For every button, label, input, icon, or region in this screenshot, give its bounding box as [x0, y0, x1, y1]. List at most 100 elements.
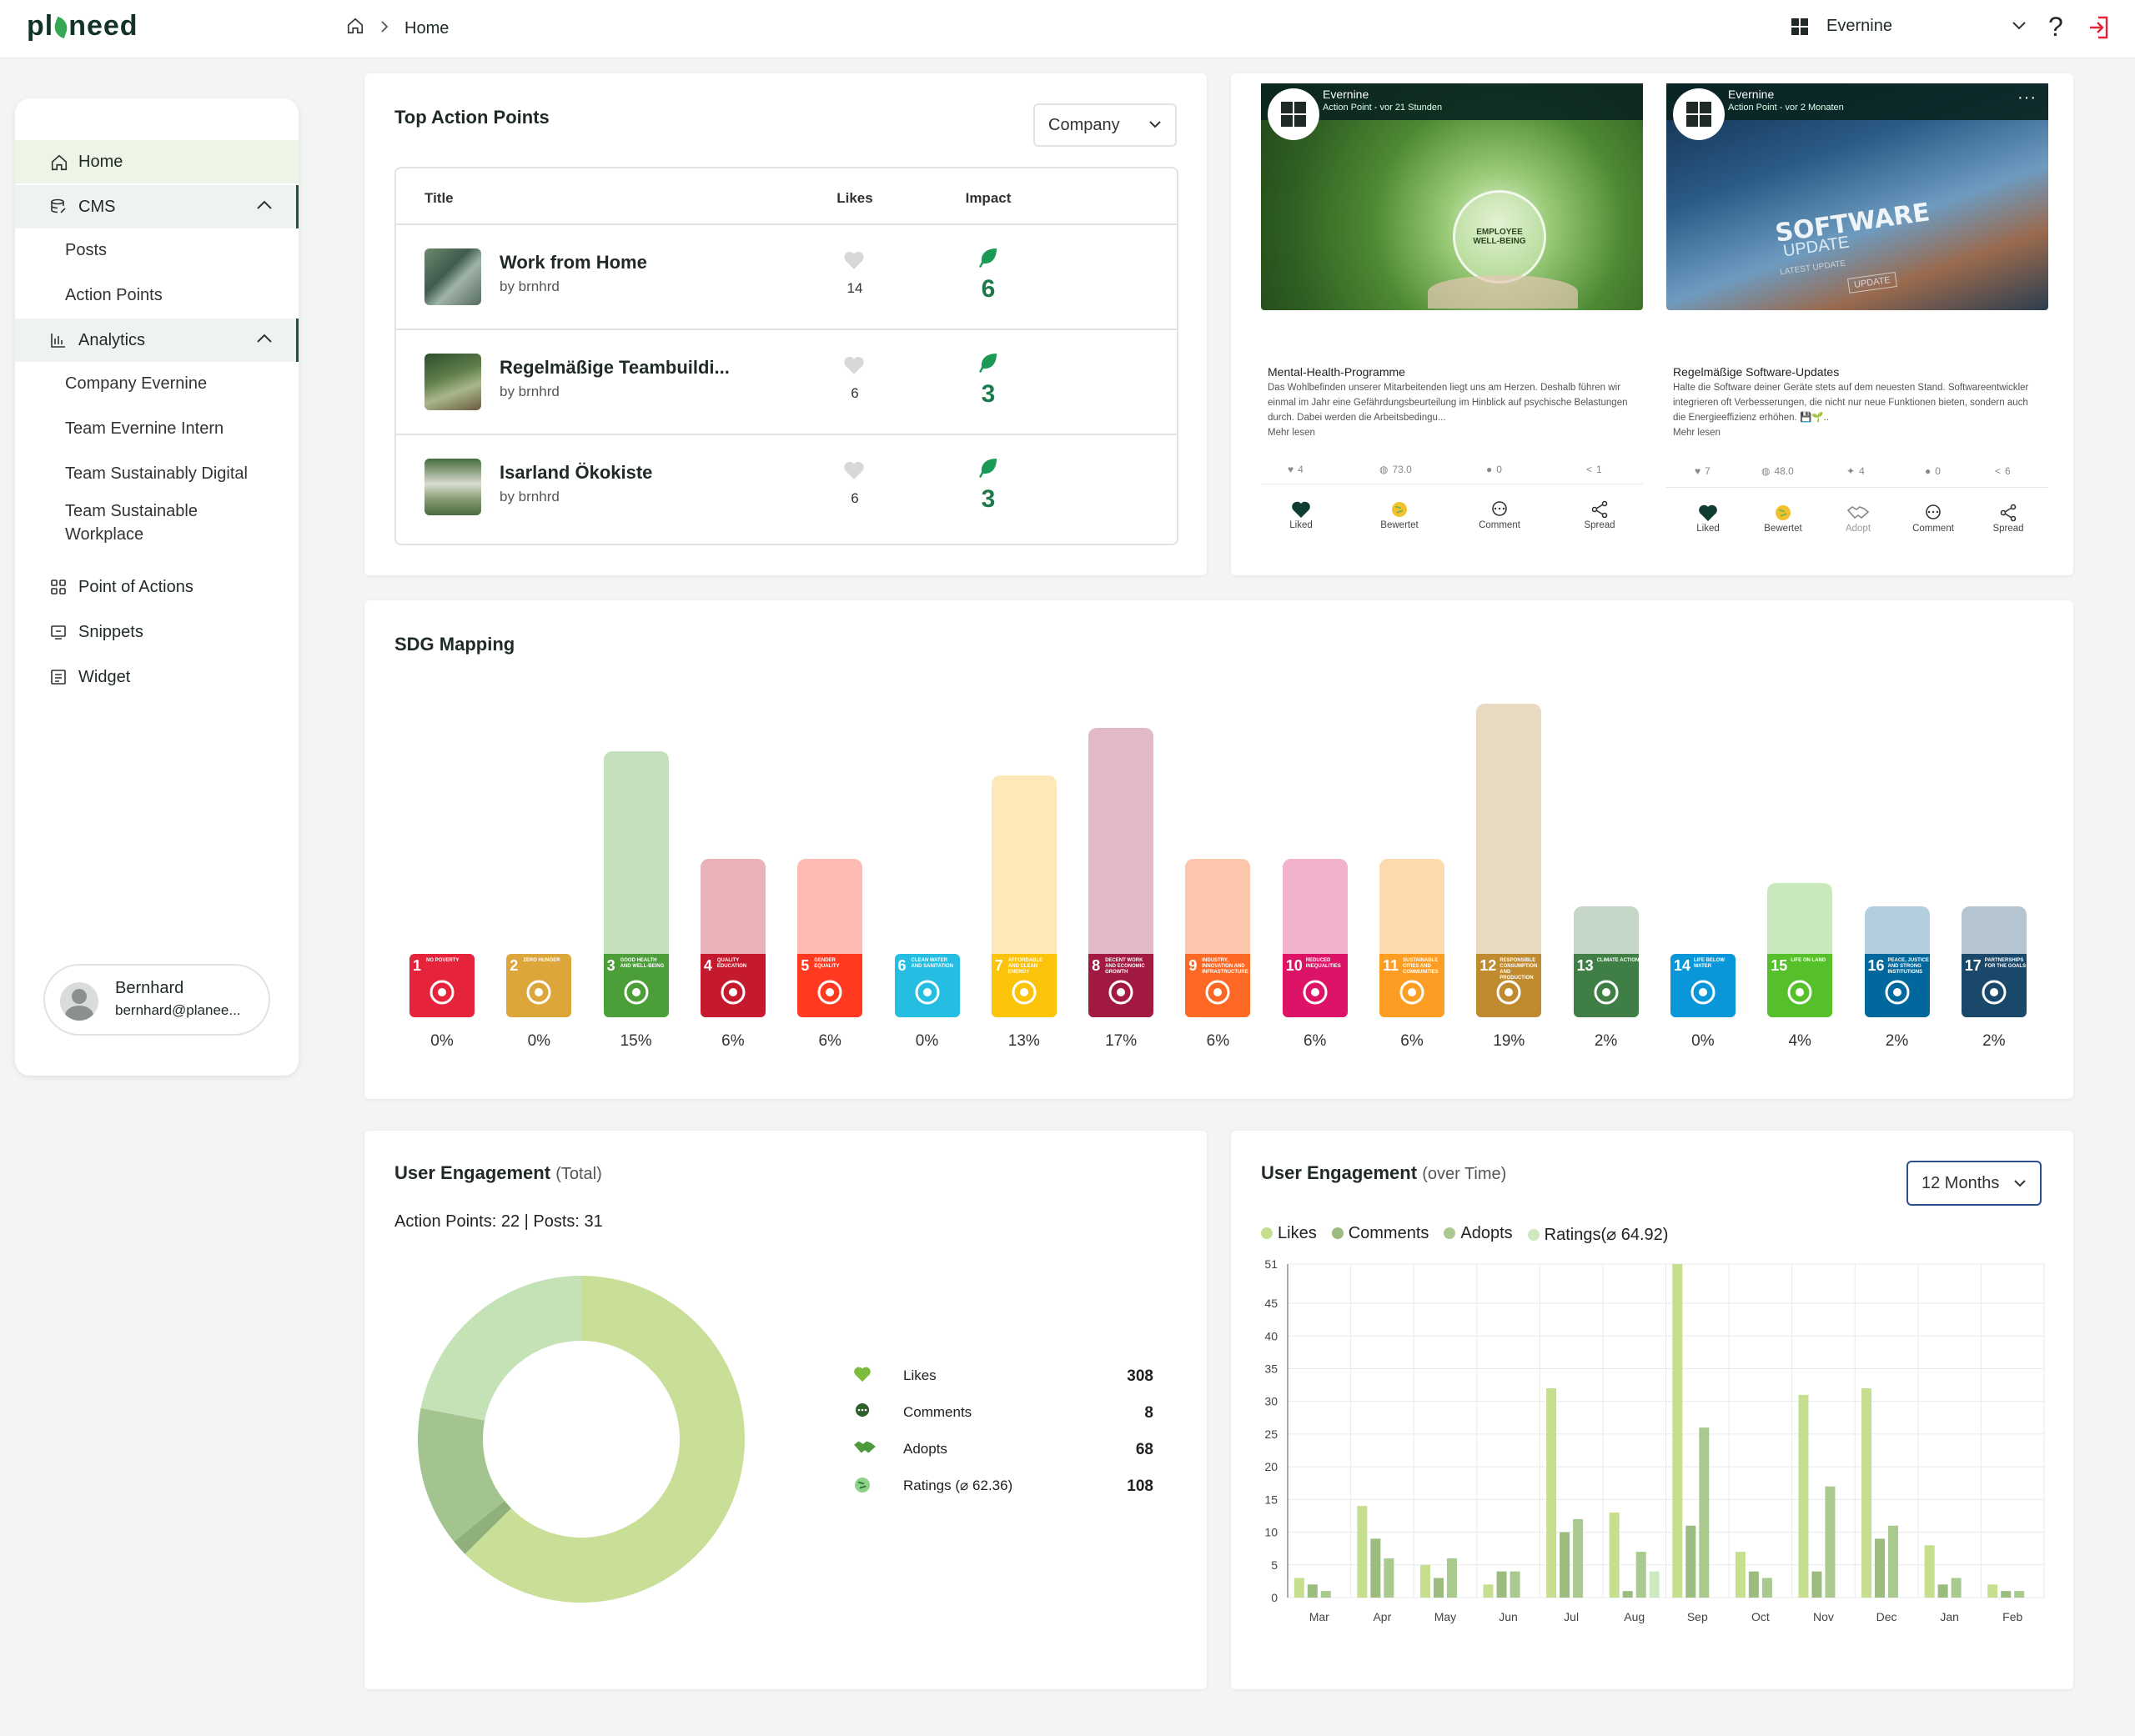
sdg-goal-8-tile[interactable]: 8 DECENT WORK AND ECONOMIC GROWTH — [1088, 954, 1154, 1017]
bar-adopts-dec[interactable] — [1888, 1525, 1899, 1598]
sdg-goal-1-tile[interactable]: 1 NO POVERTY — [409, 954, 475, 1017]
sidebar-item-widget[interactable]: Widget — [15, 655, 299, 699]
table-row[interactable]: Regelmäßige Teambuildi... by brnhrd 6 3 — [396, 329, 1177, 434]
bar-adopts-mar[interactable] — [1320, 1591, 1331, 1598]
sdg-goal-2-tile[interactable]: 2 ZERO HUNGER — [506, 954, 572, 1017]
sidebar-item-team-evernine-intern[interactable]: Team Evernine Intern — [15, 407, 299, 450]
home-icon[interactable] — [346, 17, 364, 40]
rate-button[interactable]: Bewertet — [1366, 499, 1433, 530]
org-switcher[interactable]: Evernine — [1791, 17, 2027, 36]
bar-comments-aug[interactable] — [1622, 1591, 1633, 1598]
bar-likes-apr[interactable] — [1357, 1506, 1368, 1598]
bar-likes-aug[interactable] — [1609, 1513, 1620, 1598]
chevron-up-icon[interactable] — [256, 330, 273, 349]
adopt-button[interactable]: Adopt — [1825, 502, 1891, 534]
bar-ratings-aug[interactable] — [1649, 1571, 1660, 1598]
bar-adopts-jan[interactable] — [1951, 1578, 1962, 1598]
row-title[interactable]: Isarland Ökokiste — [500, 462, 653, 483]
sidebar-item-home[interactable]: Home — [15, 140, 299, 183]
bar-adopts-may[interactable] — [1446, 1558, 1457, 1598]
sdg-goal-7-tile[interactable]: 7 AFFORDABLE AND CLEAN ENERGY — [991, 954, 1057, 1017]
donut-slice-ratings[interactable] — [420, 1276, 581, 1421]
bar-comments-jan[interactable] — [1937, 1584, 1948, 1598]
time-range-select[interactable]: 12 Months — [1906, 1161, 2042, 1206]
legend-item-adopts[interactable]: Adopts — [1444, 1224, 1513, 1245]
read-more-link[interactable]: Mehr lesen — [1268, 428, 1315, 438]
bar-adopts-jul[interactable] — [1573, 1518, 1584, 1598]
bar-adopts-sep[interactable] — [1699, 1427, 1710, 1598]
logout-icon[interactable] — [2088, 15, 2110, 44]
bar-likes-feb[interactable] — [1987, 1584, 1998, 1598]
like-button[interactable]: Liked — [1268, 499, 1334, 530]
sidebar-item-analytics[interactable]: Analytics — [15, 319, 299, 362]
sidebar-item-point-of-actions[interactable]: Point of Actions — [15, 565, 299, 609]
bar-comments-mar[interactable] — [1307, 1584, 1318, 1598]
app-logo[interactable]: pl need — [27, 10, 138, 42]
post-image[interactable]: SOFTWARE UPDATE LATEST UPDATE UPDATE — [1666, 83, 2048, 310]
donut-slice-comments[interactable] — [454, 1500, 512, 1554]
sidebar-item-company-evernine[interactable]: Company Evernine — [15, 362, 299, 405]
bar-comments-nov[interactable] — [1811, 1571, 1822, 1598]
sidebar-item-cms[interactable]: CMS — [15, 185, 299, 228]
read-more-link[interactable]: Mehr lesen — [1673, 428, 1721, 438]
bar-comments-may[interactable] — [1433, 1578, 1444, 1598]
sdg-goal-17-tile[interactable]: 17 PARTNERSHIPS FOR THE GOALS — [1961, 954, 2027, 1017]
spread-button[interactable]: Spread — [1566, 499, 1633, 530]
bar-likes-jul[interactable] — [1546, 1388, 1557, 1598]
bar-adopts-oct[interactable] — [1761, 1578, 1772, 1598]
row-title[interactable]: Regelmäßige Teambuildi... — [500, 357, 730, 378]
bar-comments-jul[interactable] — [1560, 1532, 1570, 1598]
legend-item-likes[interactable]: Likes — [1261, 1224, 1317, 1245]
bar-likes-jan[interactable] — [1924, 1545, 1935, 1598]
bar-comments-dec[interactable] — [1875, 1538, 1886, 1598]
table-row[interactable]: Isarland Ökokiste by brnhrd 6 3 — [396, 434, 1177, 539]
bar-adopts-feb[interactable] — [2014, 1591, 2025, 1598]
sdg-goal-3-tile[interactable]: 3 GOOD HEALTH AND WELL-BEING — [603, 954, 669, 1017]
sidebar-item-action-points[interactable]: Action Points — [15, 273, 299, 317]
rate-button[interactable]: Bewertet — [1750, 502, 1816, 534]
sidebar-item-snippets[interactable]: Snippets — [15, 610, 299, 654]
table-row[interactable]: Work from Home by brnhrd 14 6 — [396, 223, 1177, 329]
row-title[interactable]: Work from Home — [500, 252, 647, 273]
post-card[interactable]: EMPLOYEE WELL-BEING Evernine Action Point… — [1261, 83, 1643, 564]
sidebar-item-team-sustainable-workplace[interactable]: Team Sustainable Workplace — [15, 497, 299, 549]
bar-likes-jun[interactable] — [1483, 1584, 1494, 1598]
chevron-up-icon[interactable] — [256, 197, 273, 216]
sdg-goal-13-tile[interactable]: 13 CLIMATE ACTION — [1573, 954, 1639, 1017]
bar-comments-apr[interactable] — [1370, 1538, 1381, 1598]
user-profile-card[interactable]: Bernhard bernhard@planee... — [43, 964, 270, 1036]
bar-comments-oct[interactable] — [1748, 1571, 1759, 1598]
bar-comments-sep[interactable] — [1685, 1525, 1696, 1598]
sdg-goal-5-tile[interactable]: 5 GENDER EQUALITY — [797, 954, 863, 1017]
bar-likes-may[interactable] — [1419, 1564, 1430, 1598]
sdg-goal-12-tile[interactable]: 12 RESPONSIBLE CONSUMPTION AND PRODUCTION — [1476, 954, 1542, 1017]
bar-adopts-jun[interactable] — [1510, 1571, 1520, 1598]
legend-item-ratings[interactable]: Ratings(⌀ 64.92) — [1527, 1224, 1668, 1245]
bar-likes-sep[interactable] — [1672, 1264, 1683, 1598]
sdg-goal-4-tile[interactable]: 4 QUALITY EDUCATION — [700, 954, 766, 1017]
sdg-goal-16-tile[interactable]: 16 PEACE, JUSTICE AND STRONG INSTITUTIONS — [1864, 954, 1930, 1017]
company-filter-select[interactable]: Company — [1033, 103, 1177, 147]
donut-slice-likes[interactable] — [465, 1276, 745, 1603]
bar-likes-oct[interactable] — [1735, 1552, 1746, 1598]
help-icon[interactable]: ? — [2048, 12, 2063, 42]
post-card[interactable]: SOFTWARE UPDATE LATEST UPDATE UPDATE Eve… — [1666, 83, 2048, 564]
bar-comments-jun[interactable] — [1496, 1571, 1507, 1598]
donut-slice-adopts[interactable] — [418, 1407, 505, 1542]
sdg-goal-9-tile[interactable]: 9 INDUSTRY, INNOVATION AND INFRASTRUCTURE — [1185, 954, 1251, 1017]
sdg-goal-14-tile[interactable]: 14 LIFE BELOW WATER — [1670, 954, 1736, 1017]
bar-comments-feb[interactable] — [2001, 1591, 2012, 1598]
sdg-goal-6-tile[interactable]: 6 CLEAN WATER AND SANITATION — [894, 954, 960, 1017]
bar-adopts-aug[interactable] — [1635, 1552, 1646, 1598]
more-options-icon[interactable]: ··· — [2017, 88, 2037, 107]
bar-adopts-nov[interactable] — [1825, 1486, 1836, 1598]
spread-button[interactable]: Spread — [1975, 502, 2042, 534]
sdg-goal-11-tile[interactable]: 11 SUSTAINABLE CITIES AND COMMUNITIES — [1379, 954, 1444, 1017]
sdg-goal-10-tile[interactable]: 10 REDUCED INEQUALITIES — [1282, 954, 1348, 1017]
legend-item-comments[interactable]: Comments — [1331, 1224, 1429, 1245]
bar-likes-dec[interactable] — [1861, 1388, 1872, 1598]
bar-likes-mar[interactable] — [1294, 1578, 1304, 1598]
sidebar-item-posts[interactable]: Posts — [15, 228, 299, 272]
comment-button[interactable]: Comment — [1900, 502, 1967, 534]
bar-likes-nov[interactable] — [1798, 1394, 1809, 1598]
